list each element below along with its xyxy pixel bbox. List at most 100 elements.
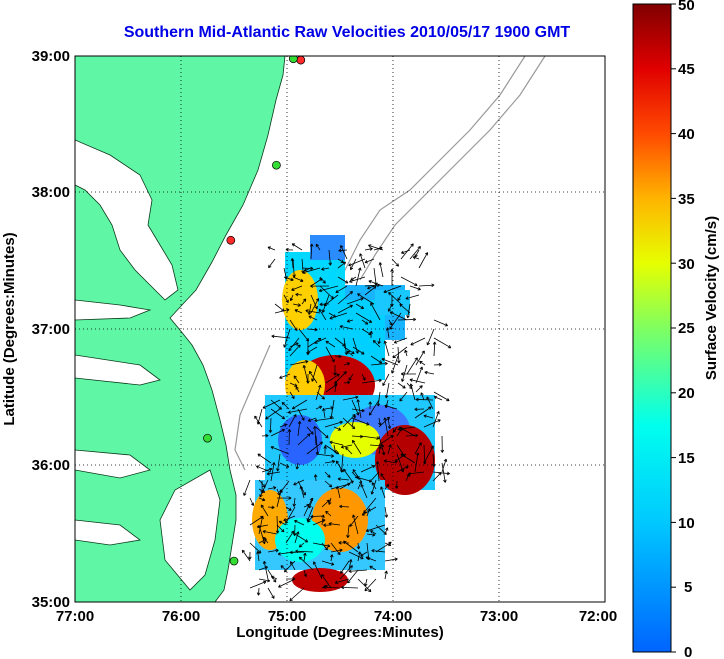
- velocity-arrow: [409, 245, 421, 260]
- velocity-arrow: [295, 386, 300, 393]
- station-marker: [226, 235, 236, 245]
- velocity-arrow: [400, 243, 414, 260]
- velocity-arrow: [384, 404, 398, 410]
- velocity-arrow: [397, 346, 401, 364]
- velocity-arrow: [314, 417, 335, 423]
- velocity-arrow: [364, 285, 377, 296]
- velocity-arrow: [270, 428, 286, 437]
- velocity-arrow: [321, 267, 330, 271]
- velocity-arrow: [364, 578, 368, 587]
- velocity-arrow: [248, 551, 252, 560]
- velocity-arrow: [426, 328, 435, 346]
- velocity-arrow: [345, 446, 353, 455]
- velocity-arrow: [292, 258, 296, 278]
- velocity-arrow: [288, 337, 300, 352]
- velocity-arrow: [290, 258, 295, 269]
- velocity-arrow: [433, 395, 443, 401]
- velocity-arrow: [357, 551, 362, 562]
- velocity-arrow: [280, 565, 287, 571]
- velocity-arrow: [258, 515, 264, 535]
- colorbar-tick-label: 5: [684, 579, 692, 596]
- velocity-arrow: [325, 346, 335, 363]
- velocity-arrow: [313, 425, 317, 446]
- velocity-arrow: [324, 420, 343, 428]
- velocity-arrow: [285, 506, 292, 511]
- velocity-arrow: [267, 505, 275, 510]
- velocity-arrow: [380, 486, 386, 499]
- velocity-arrow: [293, 375, 300, 384]
- velocity-arrow: [351, 417, 370, 426]
- velocity-arrow: [324, 480, 333, 488]
- colorbar-label: Surface Velocity (cm/s): [703, 216, 720, 380]
- velocity-arrow: [334, 578, 350, 584]
- velocity-arrow: [339, 504, 350, 509]
- velocity-arrow: [256, 524, 269, 529]
- velocity-arrow: [343, 380, 351, 385]
- velocity-arrow: [312, 542, 331, 548]
- velocity-arrow: [328, 249, 332, 266]
- velocity-arrow: [325, 510, 332, 517]
- velocity-arrow: [328, 522, 341, 526]
- velocity-arrow: [298, 556, 314, 571]
- velocity-arrow: [289, 391, 295, 399]
- x-tick-label: 76:00: [162, 608, 200, 625]
- velocity-arrow: [261, 433, 269, 438]
- velocity-arrow: [343, 346, 355, 355]
- velocity-arrow: [287, 429, 292, 446]
- velocity-arrow: [387, 303, 393, 312]
- velocity-arrow: [412, 256, 420, 260]
- velocity-arrow: [365, 524, 386, 533]
- velocity-arrow: [324, 459, 336, 464]
- velocity-arrow: [333, 444, 337, 454]
- station-marker: [229, 556, 239, 566]
- velocity-arrow: [356, 476, 371, 482]
- velocity-arrow: [262, 560, 269, 580]
- velocity-arrow: [389, 312, 402, 330]
- velocity-arrow: [410, 337, 426, 346]
- velocity-arrow: [357, 578, 372, 593]
- velocity-arrow: [339, 565, 353, 580]
- velocity-arrow: [414, 406, 432, 419]
- velocity-arrow: [423, 419, 441, 428]
- velocity-arrow: [383, 340, 390, 357]
- velocity-arrow: [342, 417, 356, 430]
- colorbar-tick-label: 45: [678, 61, 695, 78]
- velocity-arrow: [387, 417, 392, 429]
- velocity-arrow: [265, 408, 281, 420]
- velocity-arrow: [370, 530, 377, 535]
- velocity-arrow: [384, 506, 389, 518]
- velocity-arrow: [324, 444, 340, 455]
- x-tick-label: 74:00: [374, 608, 412, 625]
- velocity-arrow: [400, 249, 411, 254]
- velocity-arrow: [384, 557, 398, 562]
- velocity-arrow: [262, 399, 281, 409]
- velocity-arrow: [361, 378, 382, 384]
- velocity-arrow: [423, 445, 434, 464]
- x-tick-label: 72:00: [579, 608, 617, 625]
- velocity-arrow: [423, 414, 434, 419]
- velocity-arrow: [342, 395, 359, 401]
- velocity-arrow: [366, 533, 376, 537]
- velocity-arrow: [361, 319, 369, 325]
- velocity-arrow: [307, 417, 317, 422]
- velocity-arrow: [389, 311, 408, 321]
- velocity-arrow: [401, 364, 408, 382]
- velocity-arrow: [256, 587, 261, 596]
- velocity-arrow: [294, 531, 300, 544]
- velocity-arrow: [254, 415, 263, 428]
- velocity-arrow: [267, 587, 275, 599]
- velocity-arrow: [299, 485, 305, 499]
- velocity-arrow: [346, 524, 350, 538]
- velocity-arrows: [241, 243, 452, 602]
- velocity-arrow: [258, 578, 271, 583]
- velocity-arrow: [258, 497, 266, 502]
- velocity-arrow: [241, 549, 251, 562]
- velocity-arrow: [276, 453, 281, 472]
- velocity-arrow: [415, 397, 434, 402]
- velocity-arrow: [371, 548, 386, 553]
- velocity-arrow: [283, 328, 291, 348]
- velocity-arrow: [315, 405, 323, 410]
- velocity-arrow: [343, 468, 353, 482]
- velocity-arrow: [278, 578, 296, 588]
- colorbar-tick-label: 15: [678, 450, 695, 467]
